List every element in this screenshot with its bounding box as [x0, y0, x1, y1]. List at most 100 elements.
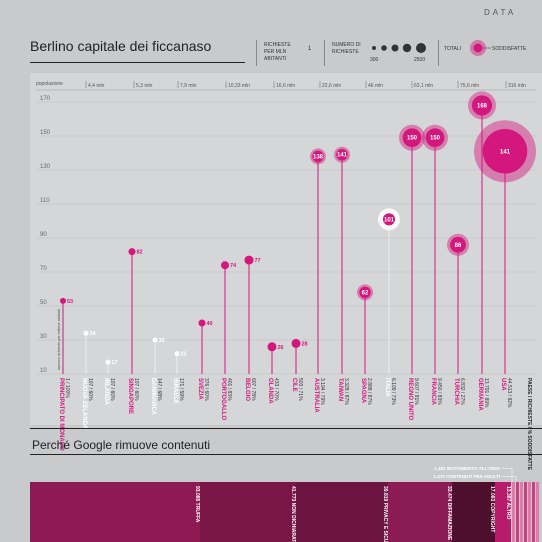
- bottom-stripe: [536, 482, 539, 542]
- country-label-group: NUOVA ZELANDA 107 / 60%: [81, 378, 93, 430]
- bottom-bars: 93.085 TRUFFA 41.773 NON DICHIARATA 39.819…: [30, 482, 539, 542]
- page-title: Berlino capitale dei ficcanaso: [30, 38, 212, 54]
- satisfied-circle: [336, 148, 348, 161]
- y-axis-label: numero richieste per milione abitanti: [57, 309, 61, 370]
- population-header: 63,1 mln: [414, 83, 433, 89]
- country-name: USA: [500, 378, 506, 391]
- bottom-bar-label-group: 39.819 PRIVACY E SICUREZZA: [382, 486, 388, 542]
- country-detail: 3.328 / 87%: [343, 378, 349, 405]
- data-label: 30: [159, 338, 165, 344]
- satisfied-circle: [482, 128, 528, 174]
- data-point: [174, 351, 180, 357]
- data-point: [152, 337, 158, 343]
- y-tick-label: 150: [40, 130, 51, 136]
- bottom-bar-label-group: 13.387 ALTRO: [505, 486, 511, 519]
- data-label: 34: [90, 331, 97, 337]
- data-label: 22: [181, 352, 187, 358]
- country-detail: 171 / 59%: [178, 378, 184, 401]
- data-label: 62: [362, 290, 369, 296]
- bottom-bar: [388, 482, 452, 542]
- bottom-stripe: [520, 482, 523, 542]
- y-tick-label: 50: [40, 300, 47, 306]
- y-tick-label: 170: [40, 96, 51, 102]
- legend-satisfied-label: SODDISFATTE: [492, 46, 527, 52]
- legend-size-dot-3: [391, 44, 399, 52]
- last-column-text: PAESE / RICHIESTE / % SODDISFATTE: [526, 378, 532, 471]
- data-label: 150: [430, 136, 441, 142]
- y-tick-label: 130: [40, 164, 51, 170]
- country-label-group: TAIWAN 3.328 / 87%: [337, 378, 349, 405]
- bottom-bar: [30, 482, 200, 542]
- country-name: PORTOGALLO: [220, 378, 226, 421]
- country-label-group: USA 44.513 / 92%: [500, 378, 512, 408]
- population-header: 46 mln: [368, 83, 383, 89]
- country-label-group: GERMANIA 13.791 / 89%: [477, 378, 489, 411]
- country-detail: 6.832 / 27%: [459, 378, 465, 405]
- population-header: 5,3 mln: [136, 83, 153, 89]
- population-header: 16,6 mln: [276, 83, 295, 89]
- legend-requests-label-1: RICHIESTE: [264, 42, 291, 48]
- data-point: [244, 255, 254, 265]
- country-label-group: PRINCIPATO DI MONACO 1 / 100%: [58, 378, 70, 451]
- gridlines: 10 30 50 70 90 110 130 150 170: [36, 89, 536, 375]
- legend-count-label-2: RICHIESTE: [332, 49, 359, 55]
- data-label: 17: [112, 360, 118, 366]
- satisfied-circle: [425, 128, 445, 148]
- country-label-group: SVEZIA 376 / 60%: [197, 378, 209, 401]
- country-name: SPAGNA: [360, 378, 366, 404]
- country-name: GERMANIA: [477, 378, 483, 411]
- bottom-bar-label: 39.819 PRIVACY E SICUREZZA: [382, 486, 388, 542]
- country-label-group: REGNO UNITO 9.607 / 81%: [407, 378, 419, 421]
- data-point: [291, 338, 301, 348]
- country-detail: 107 / 60%: [109, 378, 115, 401]
- country-name: NUOVA ZELANDA: [81, 378, 87, 430]
- country-name: OLANDA: [267, 378, 273, 404]
- annotation: 1.452 INCITAMENTO ALL'ODIO: [434, 466, 500, 471]
- bottom-bar-label: 17.083 COPYRIGHT: [489, 486, 495, 532]
- legend-count-label-1: NUMERO DI: [332, 42, 361, 48]
- population-header: 22,6 mln: [322, 83, 341, 89]
- country-label-group: OLANDA 433 / 70%: [267, 378, 279, 404]
- country-detail: 9.450 / 83%: [436, 378, 442, 405]
- country-detail: 607 / 78%: [250, 378, 256, 401]
- legend-totals-label: TOTALI: [444, 46, 461, 52]
- legend-count-max: 2500: [414, 57, 425, 63]
- data-label: 82: [137, 250, 143, 256]
- y-tick-label: 30: [40, 334, 47, 340]
- country-detail: 13.791 / 89%: [483, 378, 489, 408]
- legend-divider-2: [324, 40, 325, 66]
- data-label: 77: [255, 258, 261, 264]
- country-label-group: AUSTRALIA 3.194 / 79%: [313, 378, 325, 413]
- legend-size-dot-2: [381, 45, 387, 51]
- country-name: BELGIO: [244, 378, 250, 401]
- population-label: popolazione: [36, 81, 63, 87]
- country-label-group: SINGAPORE 107 / 60%: [127, 378, 139, 414]
- country-name: TAIWAN: [337, 378, 343, 401]
- bottom-annotations: 1.452 INCITAMENTO ALL'ODIO 1.472 CONTENUT…: [433, 466, 517, 482]
- country-label-group: FRANCIA 9.450 / 83%: [430, 378, 442, 406]
- bottom-title: Perché Google rimuove contenuti: [32, 438, 211, 452]
- bottom-bar-label-group: 41.773 NON DICHIARATA: [290, 486, 296, 542]
- data-label: 53: [67, 299, 73, 305]
- country-detail: 147 / 68%: [156, 378, 162, 401]
- country-name: TURCHIA: [453, 378, 459, 406]
- title-rule: [30, 62, 245, 63]
- bottom-stripe: [524, 482, 527, 542]
- legend-divider-3: [438, 40, 439, 66]
- legend-satisfied-circle: [473, 43, 483, 53]
- satisfied-circle: [359, 286, 371, 299]
- country-detail: 107 / 60%: [133, 378, 139, 401]
- data-point: [128, 248, 136, 256]
- country-name: PRINCIPATO DI MONACO: [58, 378, 64, 451]
- country-name: IRLANDA: [103, 378, 109, 406]
- population-header: 316 mln: [508, 83, 526, 89]
- data-label: 141: [337, 153, 348, 159]
- country-label-group: PORTOGALLO 401 / 83%: [220, 378, 232, 421]
- country-detail: 3.194 / 79%: [319, 378, 325, 405]
- country-label-group: DANIMARCA 147 / 68%: [150, 378, 162, 416]
- country-detail: 401 / 83%: [226, 378, 232, 401]
- data-point: [267, 342, 277, 352]
- country-name: AUSTRALIA: [313, 378, 319, 413]
- bottom-stripe: [528, 482, 531, 542]
- country-name: FRANCIA: [430, 378, 436, 406]
